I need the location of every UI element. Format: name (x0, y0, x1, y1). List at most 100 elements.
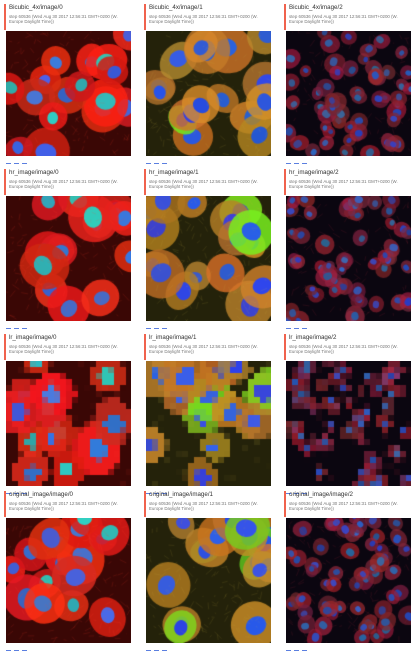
microscopy-image[interactable] (286, 518, 411, 643)
card-header: original_image/image/1 step 60536 (Wed Au… (144, 491, 272, 517)
microscopy-image[interactable] (146, 361, 271, 486)
card-title: hr_image/image/0 (9, 169, 59, 176)
brightness-icon[interactable] (22, 646, 27, 651)
step-label: step 60536 (Wed Aug 30 2017 12:56:31 GMT… (149, 344, 258, 355)
microscopy-image[interactable] (286, 196, 411, 321)
step-label: step 60536 (Wed Aug 30 2017 12:56:31 GMT… (9, 179, 118, 190)
expand-icon[interactable] (6, 489, 11, 494)
card-header: Bicubic_4x/image/0 step 60536 (Wed Aug 30… (4, 4, 132, 30)
expand-icon[interactable] (146, 159, 151, 164)
card-title: lr_image/image/2 (289, 334, 337, 341)
expand-icon[interactable] (286, 159, 291, 164)
fit-icon[interactable] (294, 324, 299, 329)
expand-icon[interactable] (6, 159, 11, 164)
card-header: original_image/image/2 step 60536 (Wed Au… (284, 491, 412, 517)
card-header: original_image/image/0 step 60536 (Wed Au… (4, 491, 132, 517)
fit-icon[interactable] (294, 489, 299, 494)
microscopy-image[interactable] (286, 31, 411, 156)
card-controls (6, 158, 27, 164)
fit-icon[interactable] (14, 646, 19, 651)
fit-icon[interactable] (294, 159, 299, 164)
card-title: original_image/image/1 (149, 491, 213, 498)
microscopy-image[interactable] (6, 31, 131, 156)
card-title: Bicubic_4x/image/2 (289, 4, 343, 11)
step-label: step 60536 (Wed Aug 30 2017 12:56:31 GMT… (289, 344, 398, 355)
step-label: step 60536 (Wed Aug 30 2017 12:56:31 GMT… (9, 344, 118, 355)
fit-icon[interactable] (294, 646, 299, 651)
expand-icon[interactable] (286, 489, 291, 494)
step-label: step 60536 (Wed Aug 30 2017 12:56:31 GMT… (289, 179, 398, 190)
microscopy-image[interactable] (146, 196, 271, 321)
brightness-icon[interactable] (302, 159, 307, 164)
expand-icon[interactable] (6, 646, 11, 651)
expand-icon[interactable] (146, 489, 151, 494)
brightness-icon[interactable] (302, 489, 307, 494)
card-title: Bicubic_4x/image/1 (149, 4, 203, 11)
image-card: Bicubic_4x/image/0 step 60536 (Wed Aug 30… (4, 4, 132, 166)
microscopy-image[interactable] (146, 518, 271, 643)
image-card: original_image/image/0 step 60536 (Wed Au… (4, 491, 132, 653)
card-controls (286, 645, 307, 651)
microscopy-image[interactable] (146, 31, 271, 156)
expand-icon[interactable] (286, 646, 291, 651)
brightness-icon[interactable] (302, 324, 307, 329)
image-card: original_image/image/1 step 60536 (Wed Au… (144, 491, 272, 653)
step-label: step 60536 (Wed Aug 30 2017 12:56:31 GMT… (149, 14, 258, 25)
fit-icon[interactable] (154, 324, 159, 329)
brightness-icon[interactable] (162, 646, 167, 651)
image-card: original_image/image/2 step 60536 (Wed Au… (284, 491, 412, 653)
fit-icon[interactable] (14, 159, 19, 164)
microscopy-image[interactable] (6, 361, 131, 486)
card-header: hr_image/image/1 step 60536 (Wed Aug 30 2… (144, 169, 272, 195)
brightness-icon[interactable] (162, 159, 167, 164)
card-title: lr_image/image/1 (149, 334, 197, 341)
brightness-icon[interactable] (162, 324, 167, 329)
card-controls (146, 488, 167, 494)
expand-icon[interactable] (6, 324, 11, 329)
card-controls (146, 158, 167, 164)
card-controls (6, 488, 27, 494)
expand-icon[interactable] (286, 324, 291, 329)
microscopy-image[interactable] (286, 361, 411, 486)
card-controls (286, 323, 307, 329)
card-controls (286, 158, 307, 164)
microscopy-image[interactable] (6, 518, 131, 643)
brightness-icon[interactable] (162, 489, 167, 494)
brightness-icon[interactable] (22, 324, 27, 329)
step-label: step 60536 (Wed Aug 30 2017 12:56:31 GMT… (149, 179, 258, 190)
image-card: hr_image/image/1 step 60536 (Wed Aug 30 2… (144, 169, 272, 331)
card-controls (286, 488, 307, 494)
card-controls (146, 645, 167, 651)
microscopy-image[interactable] (6, 196, 131, 321)
fit-icon[interactable] (14, 324, 19, 329)
brightness-icon[interactable] (302, 646, 307, 651)
card-title: lr_image/image/0 (9, 334, 57, 341)
fit-icon[interactable] (154, 646, 159, 651)
expand-icon[interactable] (146, 324, 151, 329)
card-title: hr_image/image/2 (289, 169, 339, 176)
fit-icon[interactable] (14, 489, 19, 494)
brightness-icon[interactable] (22, 489, 27, 494)
step-label: step 60536 (Wed Aug 30 2017 12:56:31 GMT… (289, 14, 398, 25)
card-controls (146, 323, 167, 329)
fit-icon[interactable] (154, 489, 159, 494)
brightness-icon[interactable] (22, 159, 27, 164)
fit-icon[interactable] (154, 159, 159, 164)
card-title: original_image/image/2 (289, 491, 353, 498)
expand-icon[interactable] (146, 646, 151, 651)
